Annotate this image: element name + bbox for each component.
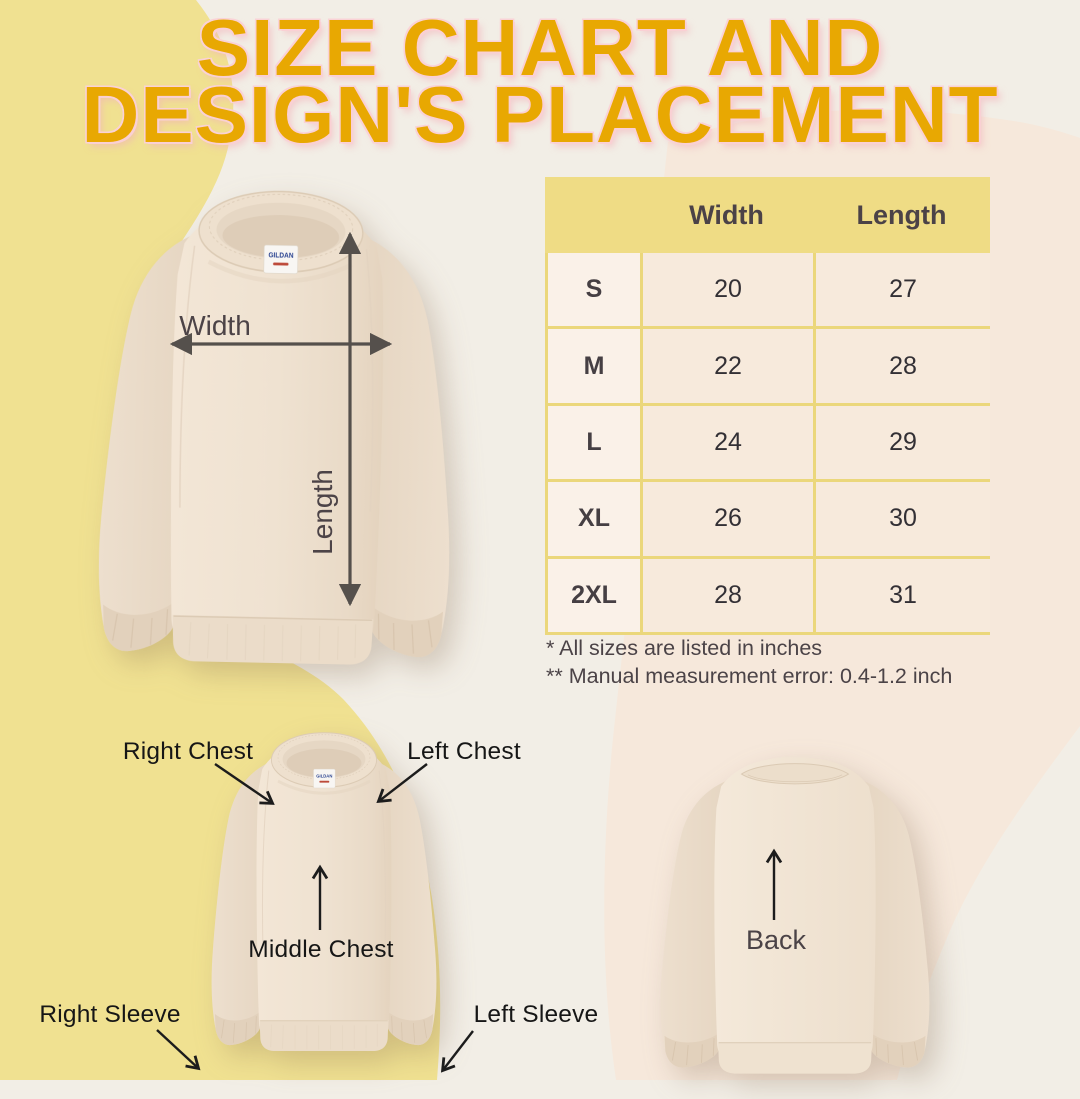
footnote-units: * All sizes are listed in inches [546,636,823,660]
left-sleeve-label: Left Sleeve [473,1001,599,1028]
width-value: 20 [643,253,813,327]
column-header-length: Length [856,199,947,230]
size-label: S [548,253,640,327]
page-title-line1: SIZE CHART AND [196,3,884,92]
page-title: SIZE CHART AND DESIGN'S PLACEMENT [0,3,1080,159]
middle-chest-label: Middle Chest [248,936,394,963]
size-label: M [548,329,640,403]
sweatshirt-front-measure [56,136,498,705]
size-label: L [548,405,640,480]
width-value: 22 [643,329,813,403]
back-label: Back [745,925,807,955]
column-header-size [545,177,640,253]
width-value: 26 [643,482,813,556]
sweatshirt-back-placement [630,714,960,1099]
left-chest-label: Left Chest [407,738,521,765]
width-label: Width [179,310,251,341]
right-sleeve-label: Right Sleeve [39,1001,181,1028]
length-label: Length [307,469,338,555]
page-title-line2: DESIGN'S PLACEMENT [81,70,999,159]
size-label: 2XL [548,558,640,632]
size-table-body: S 20 27 M 22 28 L 24 29 XL 26 30 2XL 28 … [545,253,990,635]
right-chest-label: Right Chest [122,738,254,765]
length-value: 27 [816,253,990,327]
length-value: 29 [816,405,990,480]
size-table: Width Length S 20 27 M 22 28 L 24 29 XL … [545,177,990,635]
size-table-header: Width Length [545,177,990,253]
length-value: 31 [816,558,990,632]
width-value: 28 [643,558,813,632]
size-label: XL [548,482,640,556]
length-value: 30 [816,482,990,556]
length-value: 28 [816,329,990,403]
width-value: 24 [643,405,813,480]
footnote-error: ** Manual measurement error: 0.4-1.2 inc… [546,664,953,688]
column-header-width: Width [689,199,764,230]
